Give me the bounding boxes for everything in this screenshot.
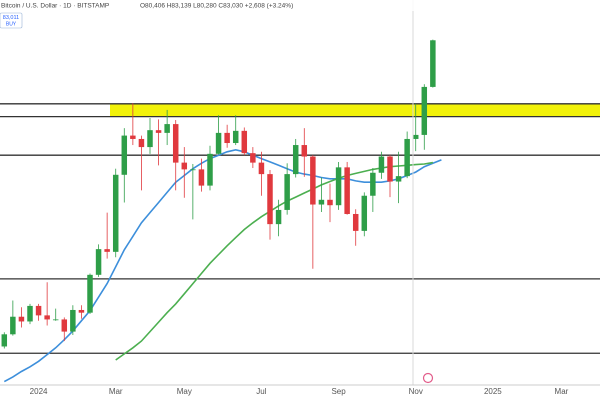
candle-body: [18, 316, 25, 322]
event-icon[interactable]: [422, 372, 434, 384]
candle-body: [241, 130, 248, 154]
symbol-title: Bitcoin / U.S. Dollar · 1D · BITSTAMP: [1, 3, 109, 10]
candle-body: [112, 174, 119, 252]
candle-body: [215, 132, 222, 154]
candle-body: [267, 174, 273, 225]
candle-body: [190, 169, 196, 171]
header-bar: [0, 0, 600, 11]
candle-body: [104, 249, 110, 252]
candle-body: [258, 162, 265, 175]
candle-body: [378, 156, 385, 173]
candle-body: [35, 305, 42, 316]
candle-body: [52, 319, 59, 321]
x-tick-label: Mar: [555, 387, 569, 396]
candle-body: [155, 130, 162, 133]
ohlc-header: O80,406 H83,139 L80,280 C83,030 +2,608 (…: [140, 3, 293, 10]
candle-body: [70, 309, 76, 332]
moving-average: [3, 148, 442, 383]
candle-body: [352, 213, 359, 231]
candle-body: [224, 132, 230, 144]
candle-body: [172, 124, 179, 163]
candle-body: [181, 162, 188, 170]
candle-body: [412, 134, 419, 139]
candle-body: [44, 315, 50, 320]
x-tick-label: Sep: [331, 387, 346, 396]
candle-body: [335, 167, 342, 206]
candle-body: [121, 135, 128, 175]
candle-body: [327, 199, 333, 206]
candle-body: [78, 309, 85, 313]
candle-body: [147, 130, 153, 148]
x-tick-label: May: [177, 387, 192, 396]
candle-body: [301, 145, 308, 157]
x-axis: 2024 Mar May Jul Sep Nov 2025 Mar: [30, 387, 569, 396]
candle-body: [27, 305, 33, 322]
candle-body: [207, 153, 213, 186]
candle-body: [232, 130, 239, 144]
x-tick-label: Nov: [409, 387, 423, 396]
buy-button[interactable]: [0, 12, 23, 29]
candle-body: [292, 145, 299, 175]
candle-body: [275, 209, 282, 225]
x-tick-label: Jul: [256, 387, 266, 396]
candle-body: [10, 316, 16, 335]
candle-body: [318, 199, 325, 205]
candle-body: [95, 249, 102, 275]
candle-body: [198, 169, 205, 186]
candle-body: [1, 334, 8, 347]
candle-body: [87, 274, 93, 313]
candle-body: [404, 138, 410, 177]
candle-body: [250, 153, 256, 163]
resistance-zone: [110, 103, 600, 117]
candle-body: [61, 319, 68, 332]
candle-body: [284, 174, 290, 210]
candle-body: [310, 156, 316, 205]
candle-body: [421, 86, 428, 135]
candle-body: [138, 138, 145, 148]
buy-label: BUY: [6, 21, 17, 27]
plot-area: [0, 39, 600, 383]
candle-body: [387, 156, 393, 182]
x-tick-label: Mar: [109, 387, 123, 396]
candle-body: [395, 176, 402, 182]
x-tick-label: 2025: [484, 387, 502, 396]
candle-body: [164, 124, 170, 133]
candle-body: [344, 167, 350, 214]
candle-body: [361, 195, 368, 231]
x-tick-label: 2024: [30, 387, 48, 396]
candle-body: [370, 172, 376, 196]
buy-price: 83,011: [3, 15, 19, 21]
candle-body: [430, 40, 436, 87]
candle-body: [130, 135, 136, 139]
